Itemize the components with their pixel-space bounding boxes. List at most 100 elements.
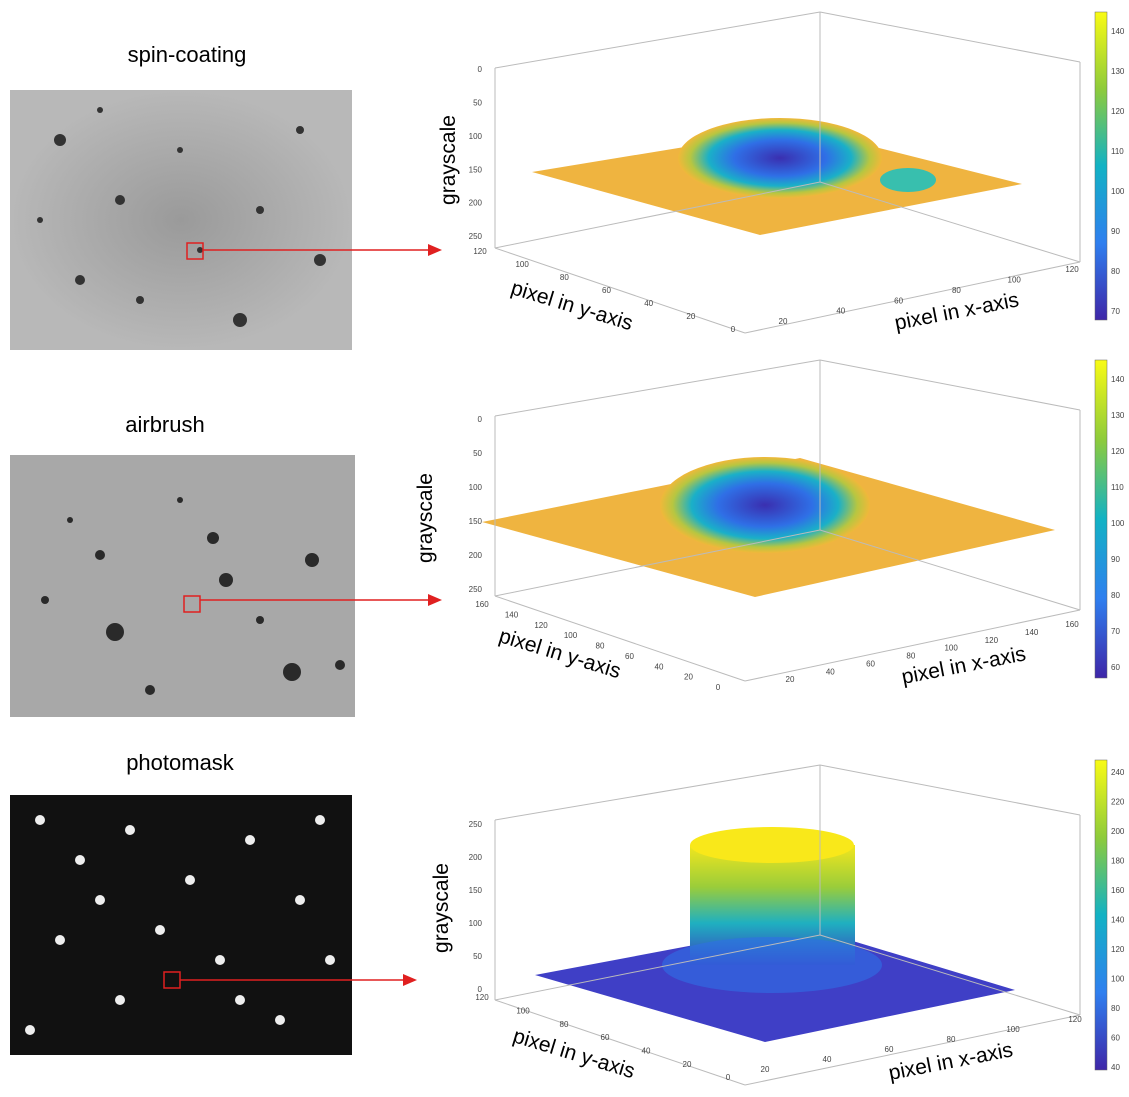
colorbar-tick-label: 220 xyxy=(1111,798,1125,807)
x-tick-label: 80 xyxy=(952,286,961,295)
colorbar-tick-label: 130 xyxy=(1111,67,1125,76)
z-tick-label: 150 xyxy=(469,517,483,526)
y-tick-label: 140 xyxy=(505,610,519,619)
axis-box xyxy=(820,360,1080,410)
z-axis-label: grayscale xyxy=(437,115,460,205)
colorbar-tick-label: 240 xyxy=(1111,768,1125,777)
y-tick-label: 40 xyxy=(642,1046,651,1055)
y-tick-label: 60 xyxy=(625,652,634,661)
y-tick-label: 160 xyxy=(475,600,489,609)
colorbar-tick-label: 80 xyxy=(1111,267,1120,276)
x-tick-label: 120 xyxy=(1068,1015,1082,1024)
x-tick-label: 40 xyxy=(823,1055,832,1064)
colorbar-tick-label: 120 xyxy=(1111,107,1125,116)
colorbar-tick-label: 140 xyxy=(1111,916,1125,925)
z-axis-label: grayscale xyxy=(430,863,453,953)
y-tick-label: 80 xyxy=(560,1020,569,1029)
z-tick-label: 150 xyxy=(469,165,483,174)
y-tick-label: 20 xyxy=(684,673,693,682)
x-axis-label: pixel in x-axis xyxy=(900,642,1028,689)
x-tick-label: 120 xyxy=(985,636,999,645)
z-tick-label: 150 xyxy=(469,886,483,895)
z-tick-label: 50 xyxy=(473,952,482,961)
y-tick-label: 0 xyxy=(731,325,736,334)
colorbar-tick-label: 80 xyxy=(1111,1004,1120,1013)
y-axis-label: pixel in y-axis xyxy=(510,1024,637,1083)
colorbar-tick-label: 120 xyxy=(1111,945,1125,954)
colorbar-tick-label: 40 xyxy=(1111,1063,1120,1072)
z-axis-label: grayscale xyxy=(414,473,437,563)
y-tick-label: 80 xyxy=(560,273,569,282)
y-tick-label: 120 xyxy=(473,247,487,256)
colorbar-tick-label: 70 xyxy=(1111,627,1120,636)
y-tick-label: 100 xyxy=(515,260,529,269)
colorbar-tick-label: 100 xyxy=(1111,519,1125,528)
y-tick-label: 120 xyxy=(475,993,489,1002)
y-tick-label: 120 xyxy=(534,621,548,630)
z-tick-label: 250 xyxy=(469,820,483,829)
panel-label: photomask xyxy=(126,750,235,775)
y-tick-label: 20 xyxy=(686,312,695,321)
colorbar-tick-label: 60 xyxy=(1111,663,1120,672)
x-tick-label: 60 xyxy=(866,659,875,668)
z-tick-label: 100 xyxy=(469,132,483,141)
colorbar-tick-label: 60 xyxy=(1111,1034,1120,1043)
colorbar-tick-label: 110 xyxy=(1111,147,1124,156)
colorbar-tick-label: 100 xyxy=(1111,975,1125,984)
x-tick-label: 20 xyxy=(786,675,795,684)
x-tick-label: 20 xyxy=(761,1065,770,1074)
x-tick-label: 100 xyxy=(1006,1025,1020,1034)
y-tick-label: 80 xyxy=(596,642,605,651)
x-tick-label: 80 xyxy=(947,1035,956,1044)
micrograph xyxy=(10,795,352,1055)
y-tick-label: 40 xyxy=(644,299,653,308)
x-tick-label: 140 xyxy=(1025,628,1039,637)
z-tick-label: 200 xyxy=(469,853,483,862)
x-tick-label: 160 xyxy=(1065,620,1079,629)
figure: spin-coating0501001502002501201008060402… xyxy=(0,0,1129,1097)
y-tick-label: 100 xyxy=(516,1006,530,1015)
z-tick-label: 50 xyxy=(473,99,482,108)
colorbar xyxy=(1095,12,1107,320)
axis-box xyxy=(495,765,820,820)
colorbar-tick-label: 160 xyxy=(1111,886,1125,895)
colorbar-tick-label: 70 xyxy=(1111,307,1120,316)
axis-box xyxy=(820,12,1080,62)
colorbar-tick-label: 90 xyxy=(1111,555,1120,564)
z-tick-label: 0 xyxy=(478,415,483,424)
colorbar-tick-label: 120 xyxy=(1111,447,1125,456)
colorbar-tick-label: 180 xyxy=(1111,857,1125,866)
z-tick-label: 100 xyxy=(469,919,483,928)
y-tick-label: 0 xyxy=(726,1073,731,1082)
colorbar-tick-label: 90 xyxy=(1111,227,1120,236)
colorbar-tick-label: 200 xyxy=(1111,827,1125,836)
z-tick-label: 50 xyxy=(473,449,482,458)
colorbar xyxy=(1095,360,1107,678)
x-tick-label: 100 xyxy=(944,644,958,653)
x-tick-label: 40 xyxy=(826,667,835,676)
axis-box xyxy=(820,765,1080,815)
x-axis-label: pixel in x-axis xyxy=(887,1038,1015,1085)
x-tick-label: 120 xyxy=(1065,265,1079,274)
micrograph xyxy=(10,455,355,717)
panel-label: spin-coating xyxy=(128,42,247,67)
colorbar xyxy=(1095,760,1107,1070)
y-tick-label: 60 xyxy=(602,286,611,295)
x-tick-label: 20 xyxy=(779,317,788,326)
z-tick-label: 0 xyxy=(478,65,483,74)
colorbar-tick-label: 80 xyxy=(1111,591,1120,600)
z-tick-label: 100 xyxy=(469,483,483,492)
panel-label: airbrush xyxy=(125,412,204,437)
colorbar-tick-label: 110 xyxy=(1111,483,1124,492)
z-tick-label: 200 xyxy=(469,551,483,560)
y-tick-label: 20 xyxy=(683,1060,692,1069)
x-tick-label: 60 xyxy=(885,1045,894,1054)
y-axis-label: pixel in y-axis xyxy=(508,276,635,335)
colorbar-tick-label: 100 xyxy=(1111,187,1125,196)
y-tick-label: 100 xyxy=(564,631,578,640)
x-tick-label: 40 xyxy=(836,307,845,316)
z-tick-label: 200 xyxy=(469,199,483,208)
x-tick-label: 80 xyxy=(906,652,915,661)
y-tick-label: 0 xyxy=(716,683,721,692)
y-tick-label: 60 xyxy=(601,1033,610,1042)
